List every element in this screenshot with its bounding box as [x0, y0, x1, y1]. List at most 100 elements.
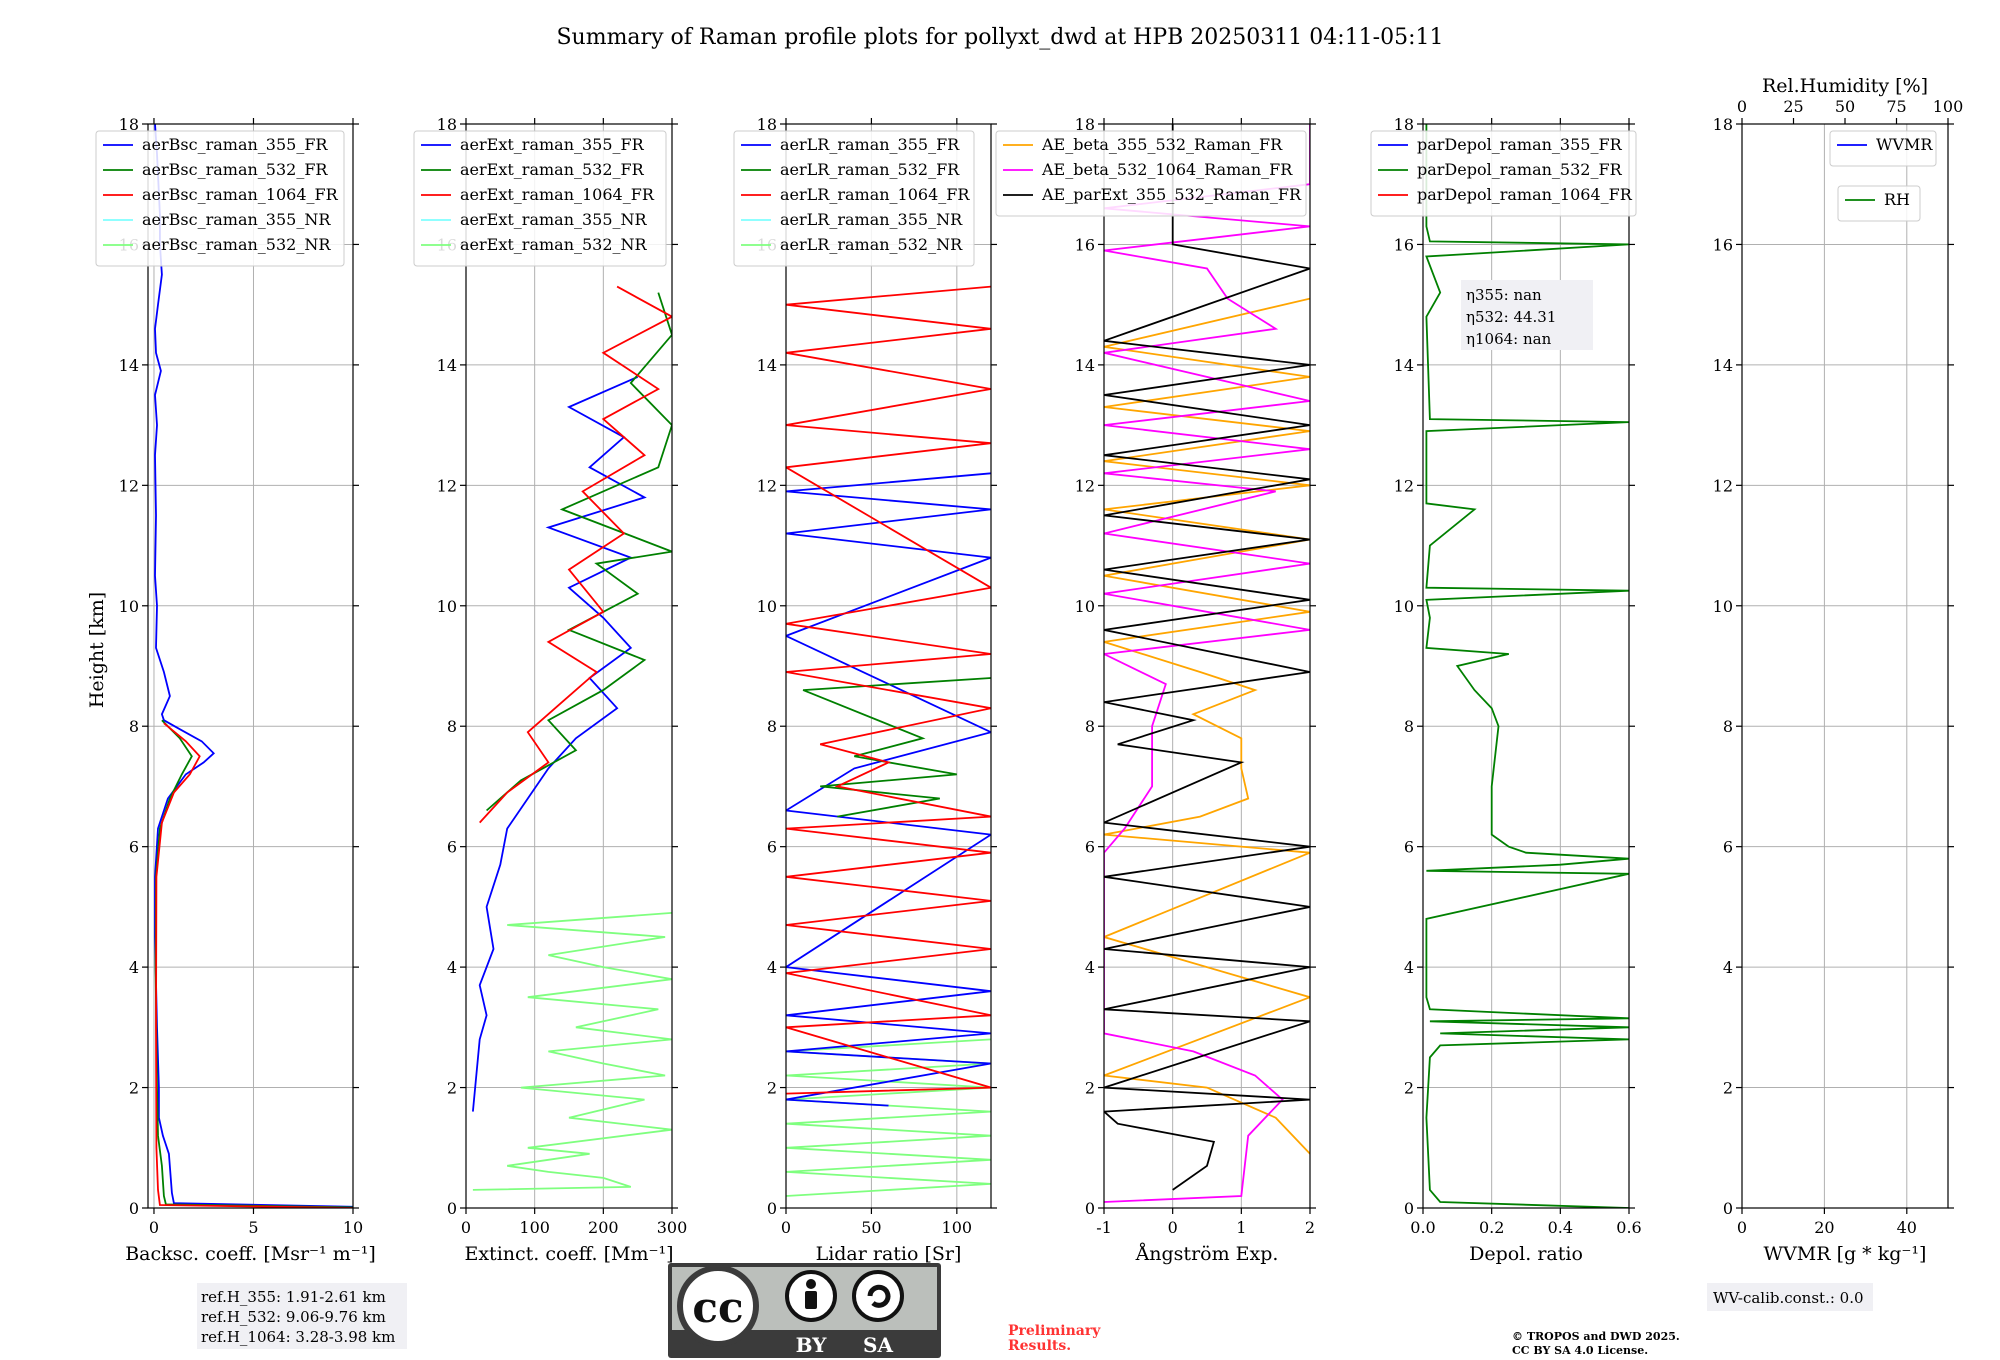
legend-entry: aerBsc_raman_1064_FR — [142, 185, 339, 204]
axes-frame — [1422, 123, 1630, 1209]
top-x-tick-label: 25 — [1783, 97, 1803, 116]
legend: parDepol_raman_355_FR parDepol_raman_532_… — [1370, 130, 1637, 217]
legend: aerBsc_raman_355_FR aerBsc_raman_532_FRae… — [95, 130, 345, 267]
legend-entry: RH — [1884, 190, 1910, 209]
y-tick-label: 14 — [1075, 356, 1095, 375]
y-tick-label: 2 — [447, 1079, 457, 1098]
series-line — [786, 472, 991, 1107]
y-tick-label: 2 — [1404, 1079, 1414, 1098]
preliminary-text: Results. — [1008, 1338, 1071, 1354]
ref-info-line: ref.H_1064: 3.28-3.98 km — [201, 1328, 395, 1346]
legend-frame — [733, 130, 975, 267]
top-x-tick-label: 0 — [1737, 97, 1747, 116]
y-tick-label: 10 — [1394, 597, 1414, 616]
legend-entry: aerExt_raman_532_NR — [460, 235, 648, 254]
x-tick-label: 1 — [1236, 1218, 1246, 1237]
y-tick-label: 4 — [129, 958, 139, 977]
panel-ext: 0246810121416180100200300Extinct. coeff.… — [413, 115, 687, 1265]
y-tick-label: 8 — [1404, 717, 1414, 736]
y-tick-label: 4 — [1085, 958, 1095, 977]
series-line — [1104, 124, 1310, 1191]
y-tick-label: 8 — [1085, 717, 1095, 736]
share-alike-icon — [852, 1270, 904, 1322]
y-tick-label: 2 — [1085, 1079, 1095, 1098]
wv-calib-box: WV-calib.const.: 0.0 — [1707, 1283, 1873, 1311]
series-line — [802, 677, 991, 818]
y-tick-label: 8 — [447, 717, 457, 736]
x-axis-label: Ångström Exp. — [1135, 1243, 1279, 1265]
legend-entry: AE_beta_355_532_Raman_FR — [1041, 135, 1283, 154]
y-tick-label: 4 — [767, 958, 777, 977]
x-axis-label: Depol. ratio — [1469, 1243, 1583, 1265]
y-tick-label: 10 — [757, 597, 777, 616]
y-tick-label: 6 — [1085, 838, 1095, 857]
legend-entry: aerLR_raman_532_FR — [780, 160, 960, 179]
y-tick-label: 18 — [757, 115, 777, 134]
series-line — [786, 1038, 991, 1197]
x-tick-label: 0.0 — [1410, 1218, 1435, 1237]
top-axis-label: Rel.Humidity [%] — [1762, 75, 1928, 97]
legend-entry: aerBsc_raman_532_FR — [142, 160, 328, 179]
y-axis-label: Height [km] — [86, 592, 108, 708]
legend: RH — [1837, 185, 1921, 222]
legend-entry: aerExt_raman_355_NR — [460, 210, 648, 229]
x-tick-label: 0 — [1168, 1218, 1178, 1237]
series-group — [154, 124, 353, 1208]
series-line — [472, 376, 647, 1112]
x-tick-label: 50 — [861, 1218, 881, 1237]
y-tick-label: 18 — [119, 115, 139, 134]
copyright-text: CC BY SA 4.0 License. — [1512, 1344, 1648, 1357]
axes-frame — [1741, 123, 1949, 1209]
x-axis-label: Extinct. coeff. [Mm⁻¹] — [464, 1243, 673, 1265]
legend-entry: aerBsc_raman_355_NR — [142, 210, 331, 229]
panel-bsc: 0246810121416180510Backsc. coeff. [Msr⁻¹… — [95, 115, 376, 1265]
by-label: BY — [796, 1333, 828, 1357]
x-axis-label: Lidar ratio [Sr] — [816, 1243, 962, 1265]
y-tick-label: 10 — [1713, 597, 1733, 616]
legend-entry: aerLR_raman_355_FR — [780, 135, 960, 154]
x-tick-label: 0 — [461, 1218, 471, 1237]
y-tick-label: 6 — [1404, 838, 1414, 857]
eta-box: η355: nan η532: 44.31 η1064: nan — [1461, 280, 1593, 350]
legend-frame — [1837, 185, 1921, 222]
legend-entry: aerBsc_raman_532_NR — [142, 235, 331, 254]
y-tick-label: 8 — [1723, 717, 1733, 736]
series-line — [154, 124, 353, 1208]
legend-entry: aerLR_raman_1064_FR — [780, 185, 970, 204]
y-tick-label: 2 — [1723, 1079, 1733, 1098]
y-tick-label: 18 — [1713, 115, 1733, 134]
series-line — [472, 912, 672, 1191]
series-group — [472, 285, 672, 1191]
series-group — [1104, 124, 1310, 1203]
eta-line: η355: nan — [1466, 286, 1542, 304]
y-tick-label: 4 — [1723, 958, 1733, 977]
y-tick-label: 14 — [119, 356, 139, 375]
series-group — [786, 285, 991, 1197]
top-x-tick-label: 50 — [1835, 97, 1855, 116]
share-alike-arrow-icon — [867, 1284, 891, 1308]
series-line — [1104, 124, 1310, 1203]
y-tick-label: 10 — [119, 597, 139, 616]
x-tick-label: 100 — [942, 1218, 973, 1237]
ref-info-box: ref.H_355: 1.91-2.61 km ref.H_532: 9.06-… — [197, 1283, 407, 1349]
eta-box-frame — [1461, 280, 1593, 350]
legend-entry: aerExt_raman_355_FR — [460, 135, 645, 154]
cc-logo-text: cc — [692, 1283, 743, 1332]
y-tick-label: 14 — [1713, 356, 1733, 375]
x-tick-label: 0 — [1737, 1218, 1747, 1237]
series-line — [155, 722, 353, 1208]
legend-entry: aerBsc_raman_355_FR — [142, 135, 328, 154]
y-tick-label: 6 — [447, 838, 457, 857]
sa-label: SA — [863, 1333, 893, 1357]
axes-frame — [1103, 123, 1311, 1209]
x-axis-label: Backsc. coeff. [Msr⁻¹ m⁻¹] — [125, 1243, 376, 1265]
legend-entry: parDepol_raman_355_FR — [1417, 135, 1623, 154]
series-group — [1425, 124, 1629, 1208]
legend: WVMR — [1829, 130, 1937, 167]
panel-lr: 024681012141618050100Lidar ratio [Sr]aer… — [733, 115, 997, 1265]
figure-title: Summary of Raman profile plots for polly… — [556, 25, 1443, 50]
y-tick-label: 10 — [437, 597, 457, 616]
x-axis-label: WVMR [g * kg⁻¹] — [1764, 1243, 1927, 1265]
legend-frame — [1370, 130, 1637, 217]
